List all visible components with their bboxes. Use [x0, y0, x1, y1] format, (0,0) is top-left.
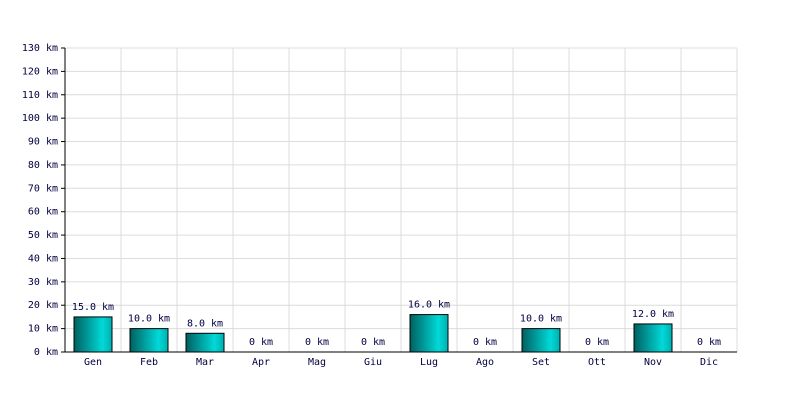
bar	[409, 314, 449, 353]
value-label: 12.0 km	[632, 309, 674, 320]
y-tick-label: 130 km	[22, 43, 58, 54]
value-label: 16.0 km	[408, 300, 450, 311]
x-tick-label: Gen	[84, 357, 102, 368]
bar	[129, 328, 169, 353]
y-tick-label: 60 km	[28, 207, 58, 218]
x-tick-label: Feb	[140, 357, 158, 368]
value-label: 8.0 km	[187, 318, 223, 329]
y-tick-label: 10 km	[28, 324, 58, 335]
x-tick-label: Dic	[700, 357, 718, 368]
x-tick-label: Giu	[364, 357, 382, 368]
y-tick-label: 40 km	[28, 253, 58, 264]
value-label: 0 km	[585, 337, 609, 348]
x-tick-label: Ago	[476, 357, 494, 368]
value-label: 10.0 km	[520, 314, 562, 325]
y-tick-label: 0 km	[34, 347, 58, 358]
x-tick-label: Set	[532, 357, 550, 368]
value-label: 0 km	[473, 337, 497, 348]
y-tick-label: 70 km	[28, 183, 58, 194]
value-label: 0 km	[249, 337, 273, 348]
value-label: 0 km	[697, 337, 721, 348]
y-tick-label: 120 km	[22, 66, 58, 77]
y-tick-label: 100 km	[22, 113, 58, 124]
bar	[521, 328, 561, 353]
x-tick-label: Lug	[420, 357, 438, 368]
bar	[185, 332, 225, 353]
x-tick-label: Apr	[252, 357, 270, 368]
y-tick-label: 50 km	[28, 230, 58, 241]
bar	[73, 316, 113, 353]
bar	[633, 323, 673, 353]
value-label: 15.0 km	[72, 302, 114, 313]
y-tick-label: 110 km	[22, 90, 58, 101]
y-tick-label: 20 km	[28, 300, 58, 311]
y-tick-label: 30 km	[28, 277, 58, 288]
x-tick-label: Mag	[308, 357, 326, 368]
x-tick-label: Mar	[196, 357, 214, 368]
x-tick-label: Nov	[644, 357, 662, 368]
y-tick-label: 90 km	[28, 137, 58, 148]
y-tick-label: 80 km	[28, 160, 58, 171]
value-label: 0 km	[361, 337, 385, 348]
value-label: 10.0 km	[128, 314, 170, 325]
x-tick-label: Ott	[588, 357, 606, 368]
value-label: 0 km	[305, 337, 329, 348]
